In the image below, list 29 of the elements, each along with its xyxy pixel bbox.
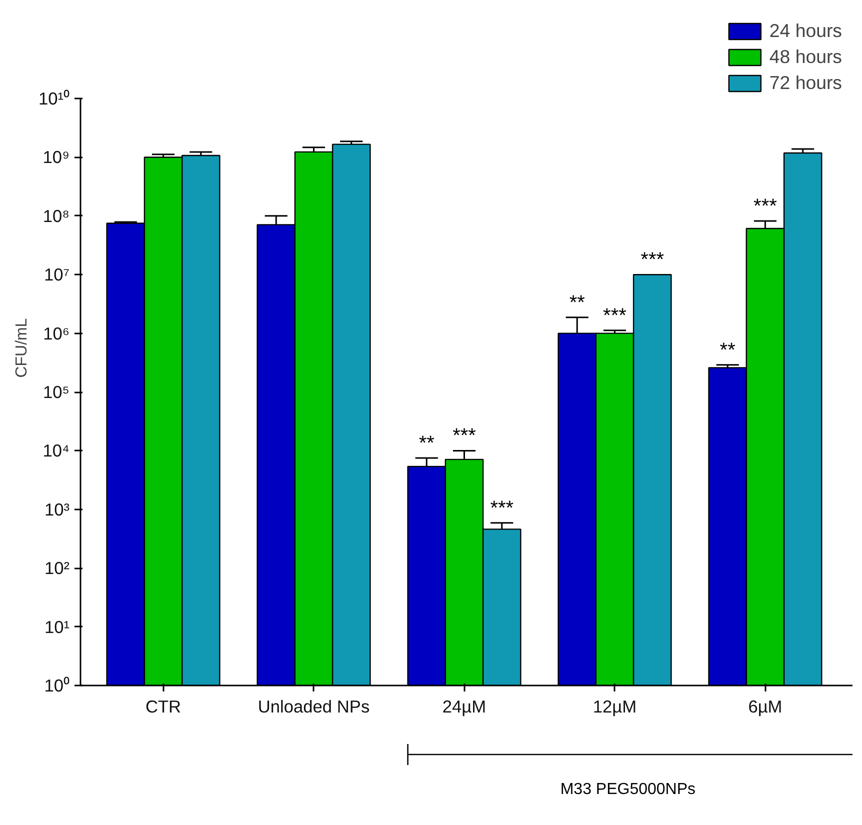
y-tick-label: 10⁴: [42, 440, 70, 461]
y-tick-label: 10³: [44, 499, 70, 520]
legend-label: 72 hours: [769, 72, 842, 94]
data-label: **: [569, 292, 586, 314]
x-tick-label: Unloaded NPs: [258, 696, 370, 716]
x-tick-label: 12µM: [592, 696, 637, 716]
data-label: ***: [603, 304, 627, 327]
legend-label: 24 hours: [769, 20, 842, 42]
y-tick-label: 10¹: [44, 616, 70, 637]
legend-label: 48 hours: [769, 46, 842, 68]
data-label: **: [720, 339, 736, 362]
data-label: ***: [490, 497, 514, 520]
y-tick-label: 10⁹: [42, 147, 70, 168]
data-label: ***: [452, 425, 476, 448]
y-axis-title: CFU/mL: [13, 318, 30, 378]
y-tick-label: 10⁵: [43, 382, 70, 402]
x-tick-label: 6µM: [748, 696, 782, 716]
x-tick-label: CTR: [145, 696, 182, 716]
x-tick-label: 24µM: [442, 696, 486, 716]
text: M33 PEG5000NPs: [560, 781, 696, 798]
data-label: **: [418, 432, 435, 454]
y-tick-label: 10⁷: [44, 264, 70, 285]
y-tick-label: 10¹⁰: [38, 88, 70, 109]
y-tick-label: 10⁸: [42, 206, 70, 226]
y-tick-label: 10⁰: [44, 676, 70, 696]
y-tick-label: 10²: [44, 558, 70, 578]
data-label: ***: [640, 249, 664, 272]
y-tick-label: 10⁶: [43, 323, 70, 344]
data-label: ***: [754, 195, 778, 218]
